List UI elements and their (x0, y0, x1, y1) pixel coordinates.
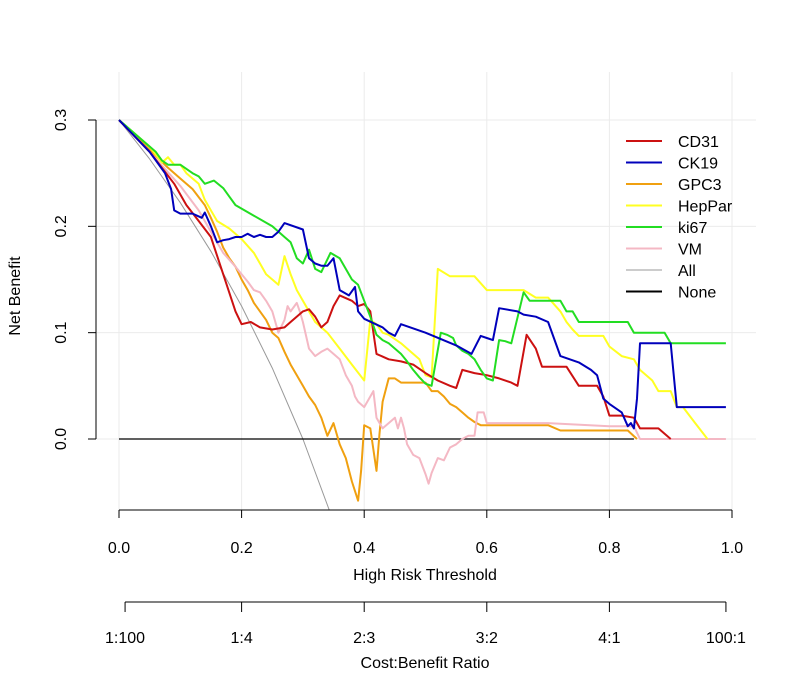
x-tick-label: 0.2 (230, 540, 252, 557)
legend-label-cd31: CD31 (678, 134, 719, 151)
secondary-x-tick-label: 100:1 (706, 630, 746, 647)
x-axis-title: High Risk Threshold (353, 567, 497, 584)
series-line-all (118, 119, 330, 510)
x-tick-label: 0.6 (476, 540, 498, 557)
series-line-ki67 (118, 119, 726, 387)
secondary-x-tick-label: 3:2 (476, 630, 498, 647)
legend-label-heppar: HepPar (678, 199, 733, 216)
axes: 0.0 0.1 0.2 0.3 0.0 0.2 0.4 0.6 0.8 1.0 1:100 1:4 2:… (53, 109, 746, 647)
legend-label-ck19: CK19 (678, 156, 718, 173)
secondary-x-tick-label: 1:4 (230, 630, 252, 647)
x-tick-label: 0.8 (598, 540, 620, 557)
x-tick-label: 1.0 (721, 540, 743, 557)
x-tick-label: 0.0 (108, 540, 130, 557)
series-line-heppar (118, 119, 709, 440)
series-line-cd31 (118, 119, 672, 440)
x-tick-label: 0.4 (353, 540, 375, 557)
y-axis-title: Net Benefit (7, 256, 24, 336)
series-line-ck19 (118, 119, 726, 430)
secondary-x-tick-label: 4:1 (598, 630, 620, 647)
series-group (118, 119, 726, 510)
secondary-x-axis-title: Cost:Benefit Ratio (361, 655, 490, 672)
legend-label-all: All (678, 263, 696, 280)
y-tick-label: 0.3 (53, 109, 70, 131)
series-line-vm (118, 119, 726, 485)
legend: CD31 CK19 GPC3 HepPar ki67 VM All None (626, 134, 733, 302)
legend-label-ki67: ki67 (678, 220, 707, 237)
y-tick-label: 0.0 (53, 428, 70, 450)
y-tick-label: 0.2 (53, 215, 70, 237)
legend-label-vm: VM (678, 242, 702, 259)
secondary-x-tick-label: 2:3 (353, 630, 375, 647)
legend-label-none: None (678, 285, 716, 302)
legend-label-gpc3: GPC3 (678, 177, 722, 194)
y-tick-label: 0.1 (53, 321, 70, 343)
secondary-x-tick-label: 1:100 (105, 630, 145, 647)
